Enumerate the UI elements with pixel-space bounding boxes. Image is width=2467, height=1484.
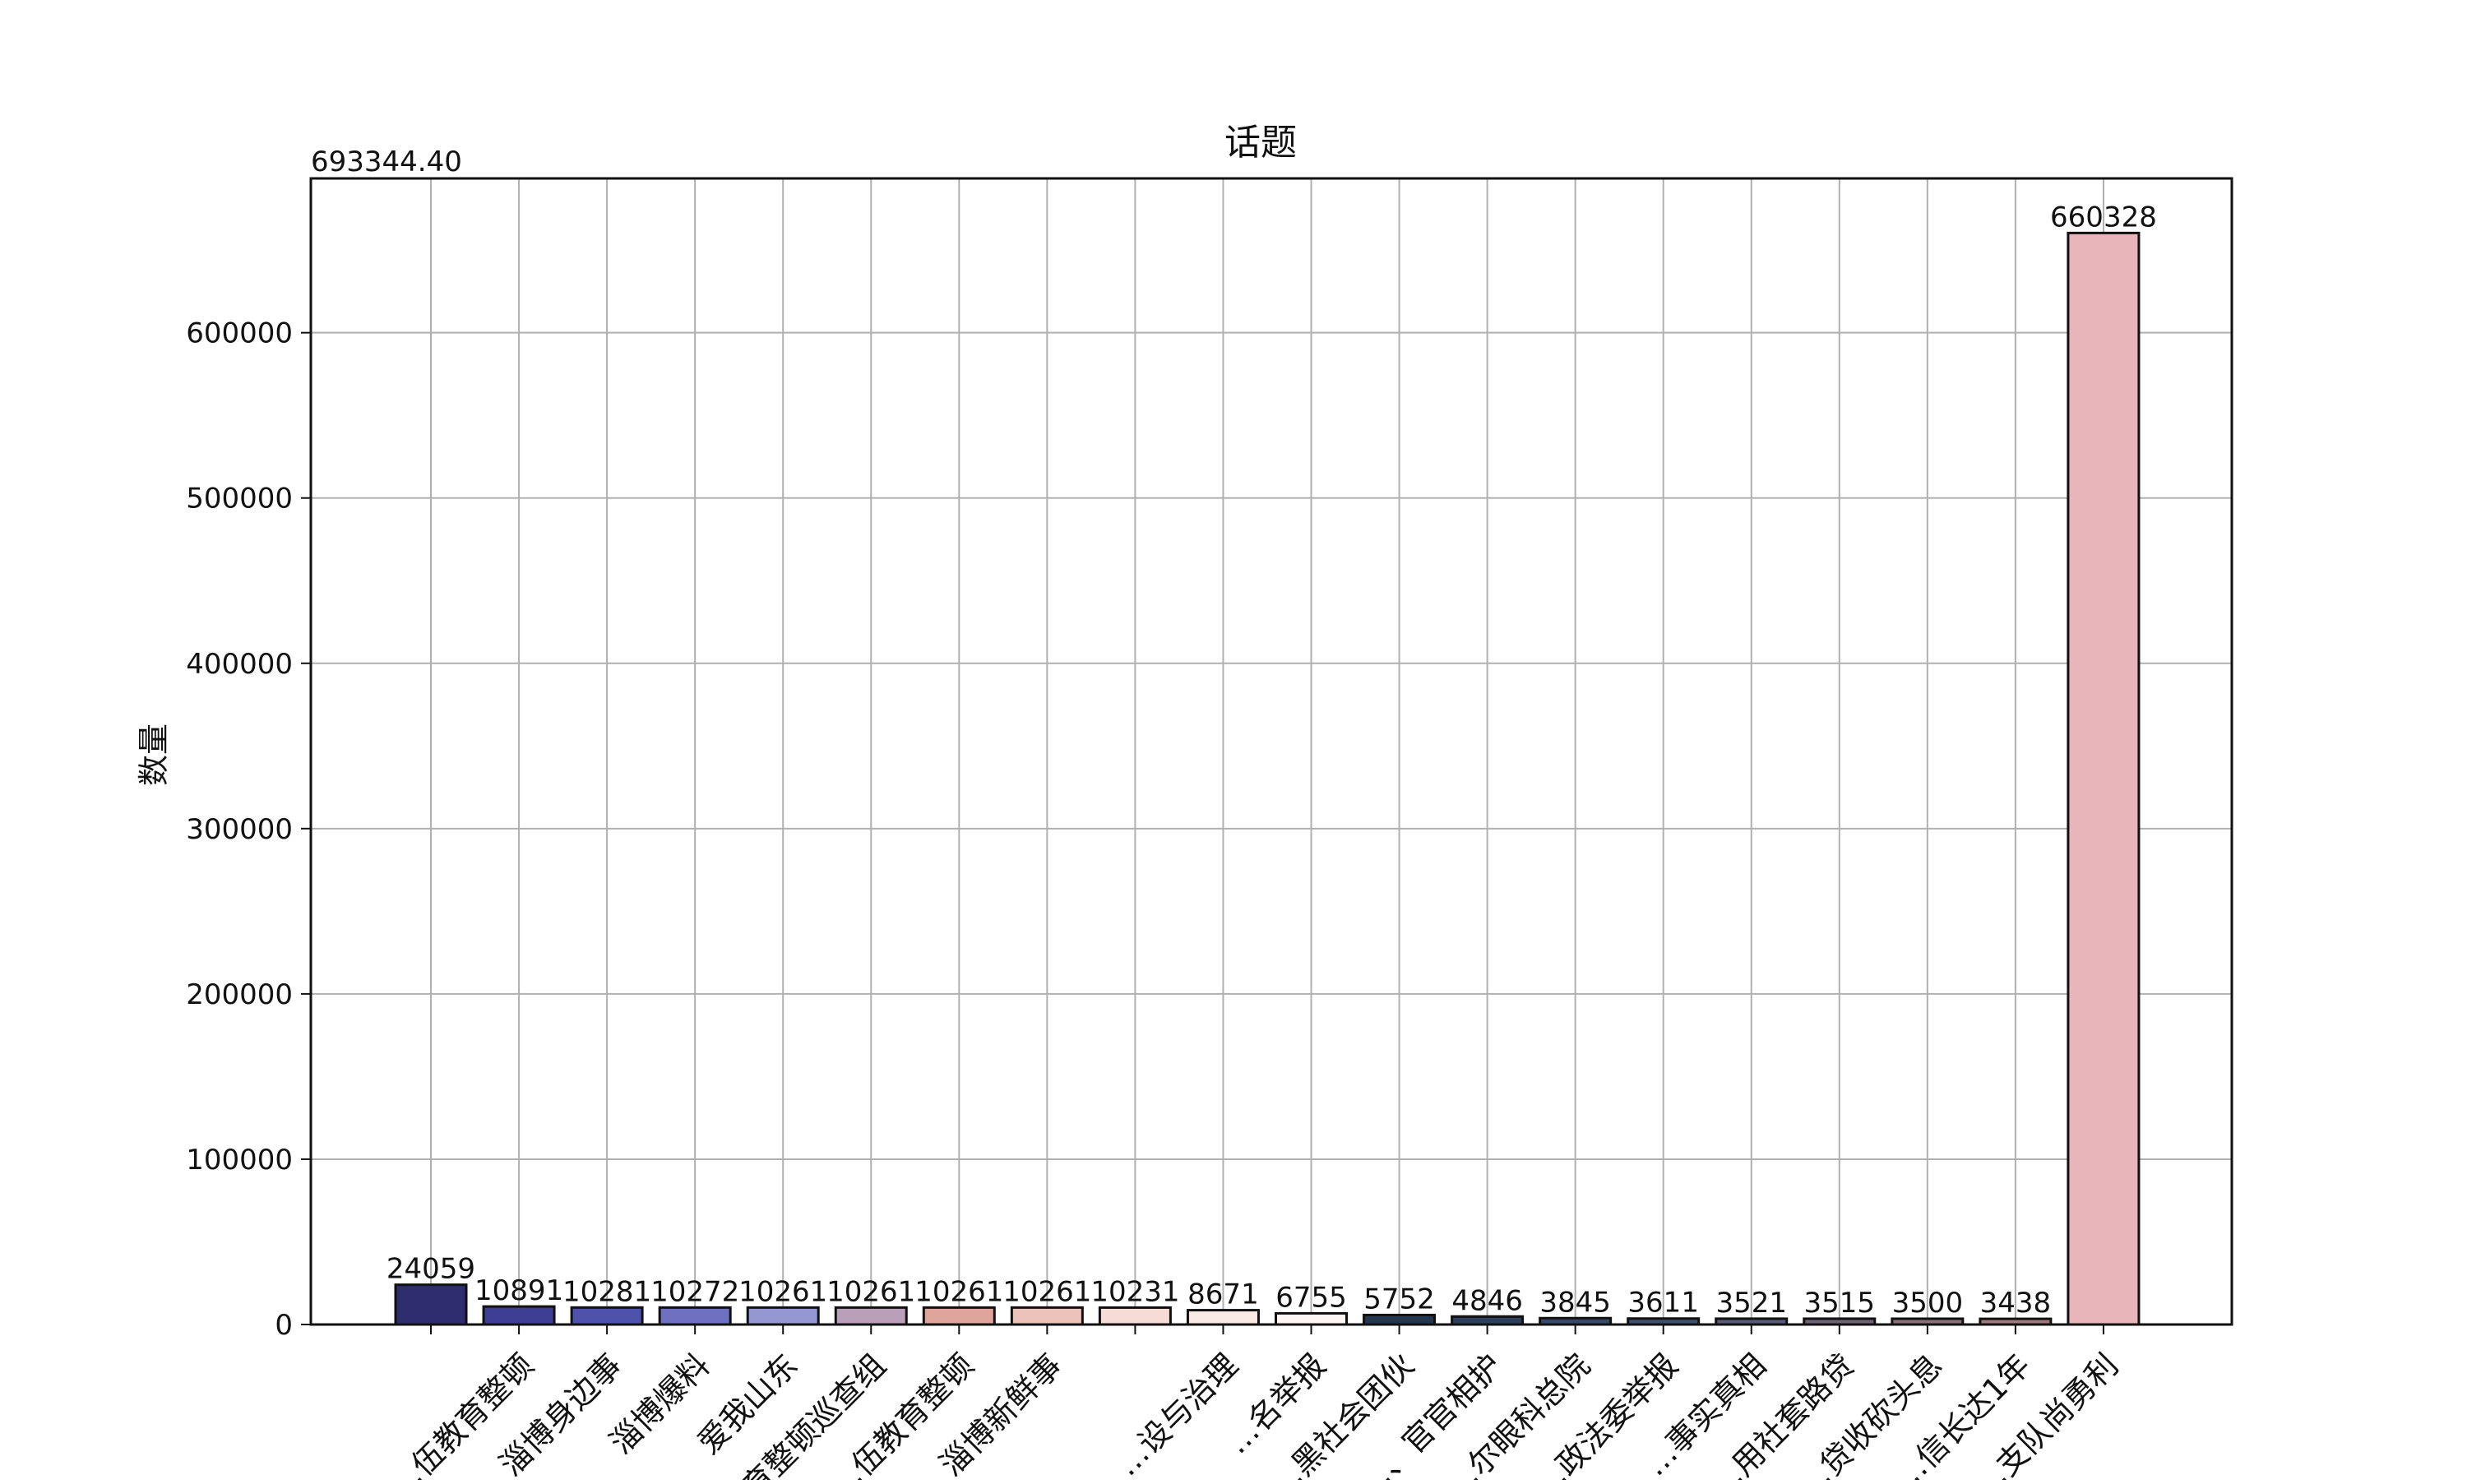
y-tick-label: 100000 (186, 1144, 293, 1177)
bar-value-label: 3521 (1715, 1287, 1787, 1320)
bar (922, 1306, 996, 1326)
bars (394, 231, 2141, 1326)
chart-title: 话题 (1224, 122, 1297, 164)
bar-value-label: 10891 (474, 1274, 563, 1307)
bar-value-label: 3515 (1804, 1287, 1876, 1320)
bar-value-label: 10261 (1002, 1275, 1091, 1308)
bar (746, 1306, 820, 1326)
bar-value-label: 10261 (826, 1275, 915, 1308)
grid (311, 178, 2232, 1325)
bar (1363, 1313, 1437, 1326)
y-tick-label: 0 (275, 1309, 293, 1342)
bar-value-label: 10281 (562, 1275, 651, 1308)
bar-value-label: 660328 (2050, 201, 2157, 233)
bar (1275, 1311, 1348, 1326)
bar (394, 1283, 468, 1326)
bar-value-label: 10231 (1090, 1275, 1179, 1308)
bar-value-label: 6755 (1275, 1281, 1347, 1314)
bar-value-label: 3438 (1980, 1287, 2052, 1320)
bar-value-label: 10261 (914, 1275, 1003, 1308)
bar-value-label: 24059 (386, 1253, 475, 1286)
bar-value-label: 3611 (1627, 1287, 1699, 1320)
data-labels: 2405910891102811027210261102611026110261… (386, 201, 2157, 1320)
bar (482, 1305, 556, 1326)
y-tick-label: 400000 (186, 648, 293, 681)
y-tick-label: 500000 (186, 483, 293, 515)
bar (1186, 1309, 1260, 1326)
x-tick-label: …设与治理 (1109, 1347, 1244, 1480)
y-tick-label: 600000 (186, 317, 293, 350)
y-tick-label: 200000 (186, 978, 293, 1011)
y-tick-label: 300000 (186, 813, 293, 846)
bar (1098, 1306, 1172, 1326)
bar (834, 1306, 908, 1326)
bar (1010, 1306, 1084, 1326)
y-axis-max-label: 693344.40 (311, 146, 462, 178)
bar-value-label: 3845 (1539, 1286, 1611, 1319)
bar-value-label: 4846 (1451, 1284, 1523, 1317)
bar (2067, 231, 2141, 1326)
bar (658, 1306, 732, 1326)
bar-value-label: 8671 (1187, 1278, 1259, 1311)
plot-frame (309, 177, 2233, 1326)
bar-value-label: 5752 (1363, 1283, 1435, 1315)
bar (570, 1306, 644, 1326)
bar-value-label: 3500 (1892, 1287, 1964, 1320)
bar-value-label: 10272 (650, 1275, 739, 1308)
y-axis-label: 数量 (136, 724, 172, 786)
bar-value-label: 10261 (738, 1275, 827, 1308)
